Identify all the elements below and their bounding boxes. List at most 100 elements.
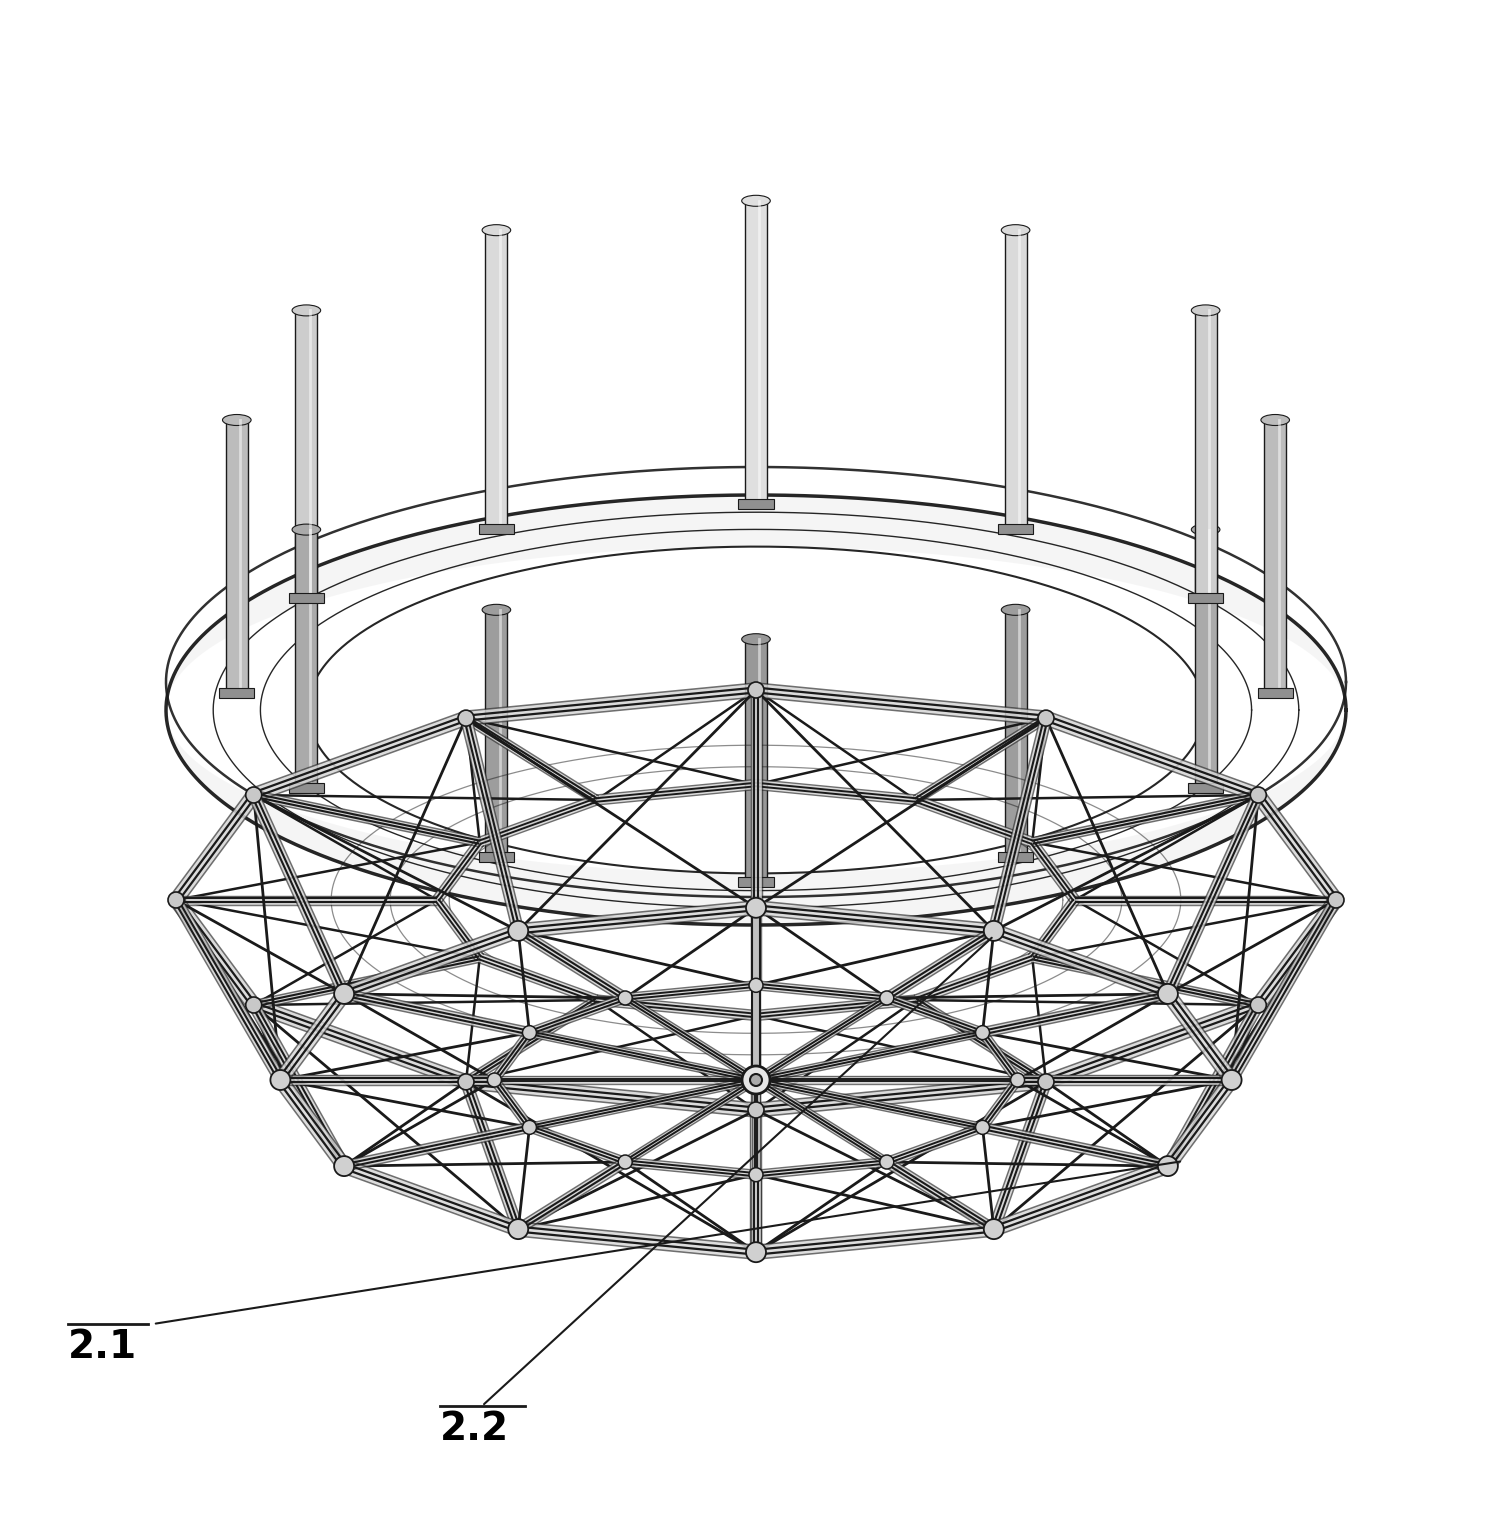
Polygon shape [754, 1029, 983, 1084]
Circle shape [748, 682, 764, 698]
FancyBboxPatch shape [295, 310, 318, 596]
Polygon shape [885, 1158, 996, 1233]
Circle shape [1010, 1073, 1025, 1087]
FancyBboxPatch shape [1194, 310, 1217, 596]
Polygon shape [756, 1158, 888, 1180]
Circle shape [246, 787, 262, 803]
Polygon shape [342, 924, 520, 1000]
Polygon shape [432, 897, 484, 961]
Polygon shape [885, 927, 996, 1002]
Polygon shape [466, 1075, 756, 1117]
Polygon shape [885, 1123, 984, 1166]
Polygon shape [1075, 895, 1337, 904]
Circle shape [1039, 1073, 1054, 1090]
Polygon shape [171, 790, 260, 904]
Polygon shape [756, 1075, 1046, 1117]
Polygon shape [516, 927, 627, 1002]
Polygon shape [756, 980, 888, 1003]
Polygon shape [461, 1081, 523, 1231]
Polygon shape [1252, 895, 1341, 1009]
FancyBboxPatch shape [485, 610, 508, 854]
Polygon shape [491, 1078, 534, 1129]
Bar [479, 524, 514, 534]
FancyBboxPatch shape [1004, 610, 1027, 854]
Polygon shape [756, 996, 916, 1020]
FancyBboxPatch shape [1194, 529, 1217, 784]
Polygon shape [751, 907, 761, 985]
Polygon shape [913, 996, 1048, 1085]
Circle shape [271, 1070, 290, 1090]
Circle shape [880, 1155, 894, 1169]
Circle shape [618, 1155, 632, 1169]
Polygon shape [1031, 953, 1259, 1009]
Circle shape [1250, 997, 1266, 1012]
Circle shape [487, 1073, 502, 1087]
Circle shape [1250, 787, 1266, 803]
Polygon shape [989, 1081, 1051, 1231]
Circle shape [742, 1066, 770, 1094]
Circle shape [523, 1120, 537, 1134]
Polygon shape [623, 994, 758, 1084]
Circle shape [458, 1073, 473, 1090]
Polygon shape [343, 1122, 531, 1170]
Polygon shape [251, 711, 469, 801]
Polygon shape [529, 1076, 758, 1131]
Polygon shape [756, 780, 916, 806]
Polygon shape [1028, 897, 1080, 961]
Polygon shape [478, 953, 599, 1005]
Circle shape [1039, 710, 1054, 727]
Polygon shape [280, 1075, 494, 1085]
FancyBboxPatch shape [485, 230, 508, 526]
Polygon shape [528, 1123, 627, 1166]
FancyBboxPatch shape [1004, 230, 1027, 526]
Polygon shape [751, 1015, 761, 1110]
Polygon shape [529, 1029, 758, 1084]
Polygon shape [1163, 793, 1264, 996]
Circle shape [334, 983, 354, 1003]
Polygon shape [978, 1078, 1021, 1129]
Polygon shape [992, 1160, 1170, 1236]
FancyBboxPatch shape [1264, 420, 1287, 690]
Polygon shape [528, 994, 627, 1037]
Circle shape [750, 1075, 762, 1085]
Polygon shape [275, 990, 349, 1084]
Polygon shape [1031, 790, 1259, 847]
Polygon shape [751, 985, 761, 1081]
Polygon shape [342, 1160, 520, 1236]
Circle shape [975, 1026, 989, 1040]
Polygon shape [885, 994, 984, 1037]
Circle shape [1328, 892, 1344, 907]
Polygon shape [1028, 839, 1080, 903]
Ellipse shape [222, 415, 251, 426]
Polygon shape [623, 1076, 758, 1166]
Polygon shape [1163, 990, 1237, 1084]
Ellipse shape [1001, 225, 1030, 236]
Polygon shape [756, 901, 995, 938]
Ellipse shape [1001, 605, 1030, 616]
Polygon shape [466, 682, 756, 725]
Bar [738, 499, 774, 509]
Bar [1258, 689, 1293, 698]
Text: 2.1: 2.1 [68, 1328, 138, 1366]
Polygon shape [343, 990, 531, 1038]
Polygon shape [1163, 1002, 1263, 1169]
Polygon shape [171, 895, 260, 1009]
Bar [1188, 593, 1223, 603]
Bar [479, 851, 514, 862]
Ellipse shape [1261, 415, 1290, 426]
Polygon shape [494, 1076, 756, 1084]
Polygon shape [992, 924, 1170, 1000]
Polygon shape [1018, 1075, 1232, 1085]
Ellipse shape [742, 195, 770, 207]
Polygon shape [913, 953, 1034, 1005]
Polygon shape [750, 1110, 762, 1252]
Polygon shape [978, 1031, 1021, 1082]
Circle shape [748, 979, 764, 993]
Polygon shape [275, 1076, 349, 1170]
Polygon shape [253, 953, 481, 1009]
Ellipse shape [292, 306, 321, 316]
FancyBboxPatch shape [295, 529, 318, 784]
Polygon shape [171, 897, 286, 1082]
Polygon shape [756, 1076, 1018, 1084]
Polygon shape [751, 1081, 761, 1175]
